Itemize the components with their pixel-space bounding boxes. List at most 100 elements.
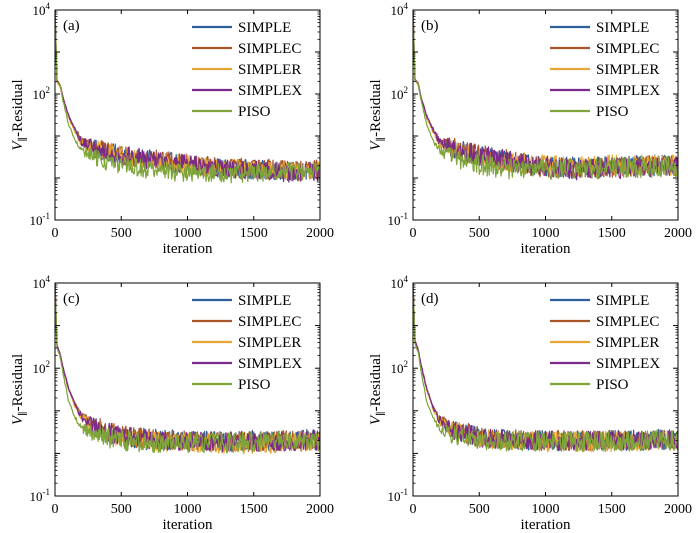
- y-tick-exponent: 4: [46, 1, 51, 11]
- y-tick-exponent: 4: [46, 274, 51, 284]
- legend-label-simple: SIMPLE: [238, 20, 291, 36]
- x-tick-label: 1000: [532, 502, 560, 517]
- legend-label-simplec: SIMPLEC: [596, 41, 659, 57]
- series-line-piso: [413, 283, 678, 452]
- legend-label-simpler: SIMPLER: [596, 62, 659, 78]
- y-tick-exponent: -1: [43, 487, 51, 497]
- y-label-main: V: [10, 140, 26, 151]
- legend-label-simple: SIMPLE: [238, 293, 291, 309]
- y-tick-base: 10: [30, 489, 43, 504]
- legend-label-simplex: SIMPLEX: [238, 356, 302, 372]
- legend-label-simpler: SIMPLER: [238, 335, 301, 351]
- y-label-subscript: ∥: [17, 411, 29, 416]
- y-label-rest: -Residual: [10, 354, 26, 412]
- legend-label-simplex: SIMPLEX: [238, 83, 302, 99]
- x-tick-label: 2000: [664, 502, 692, 517]
- legend-label-piso: PISO: [596, 104, 629, 120]
- legend-label-simpler: SIMPLER: [238, 62, 301, 78]
- x-tick-label: 1000: [174, 226, 202, 241]
- y-tick-exponent: 2: [46, 359, 51, 369]
- y-tick-label: 104: [391, 274, 409, 291]
- y-tick-exponent: -1: [401, 487, 409, 497]
- y-tick-base: 10: [391, 276, 404, 291]
- legend-label-piso: PISO: [238, 104, 271, 120]
- y-label-subscript: ∥: [375, 411, 387, 416]
- y-tick-exponent: 2: [404, 359, 409, 369]
- y-tick-base: 10: [33, 3, 46, 18]
- y-tick-base: 10: [388, 213, 401, 228]
- y-tick-exponent: 4: [404, 1, 409, 11]
- series-line-piso: [55, 10, 320, 184]
- legend-label-simple: SIMPLE: [596, 293, 649, 309]
- y-label-main: V: [368, 140, 384, 151]
- y-tick-exponent: 4: [404, 274, 409, 284]
- y-tick-base: 10: [30, 213, 43, 228]
- series-group: [55, 10, 320, 184]
- x-axis-label: iteration: [521, 517, 571, 533]
- y-axis-label: V∥-Residual: [368, 79, 387, 150]
- legend: SIMPLE SIMPLEC SIMPLER SIMPLEX PISO: [192, 293, 302, 393]
- y-tick-base: 10: [391, 3, 404, 18]
- y-tick-exponent: 2: [46, 85, 51, 95]
- y-label-rest: -Residual: [368, 79, 384, 137]
- legend: SIMPLE SIMPLEC SIMPLER SIMPLEX PISO: [550, 20, 660, 120]
- legend: SIMPLE SIMPLEC SIMPLER SIMPLEX PISO: [192, 20, 302, 120]
- y-tick-label: 10-1: [30, 487, 51, 504]
- y-label-rest: -Residual: [368, 354, 384, 412]
- legend-label-piso: PISO: [596, 377, 629, 393]
- y-axis-label: V∥-Residual: [10, 79, 29, 150]
- x-tick-label: 0: [410, 502, 417, 517]
- legend-label-simple: SIMPLE: [596, 20, 649, 36]
- series-group: [55, 283, 320, 455]
- series-line-simplex: [55, 10, 320, 183]
- y-axis-label: V∥-Residual: [368, 354, 387, 425]
- y-tick-label: 10-1: [388, 487, 409, 504]
- legend-label-simplex: SIMPLEX: [596, 356, 660, 372]
- y-tick-base: 10: [388, 489, 401, 504]
- legend-label-simplec: SIMPLEC: [596, 314, 659, 330]
- x-tick-label: 1000: [532, 226, 560, 241]
- y-tick-label: 104: [391, 1, 409, 18]
- series-group: [413, 10, 678, 181]
- y-tick-base: 10: [391, 361, 404, 376]
- x-tick-label: 2000: [664, 226, 692, 241]
- y-label-subscript: ∥: [375, 137, 387, 142]
- y-label-main: V: [368, 414, 384, 425]
- legend-label-simplec: SIMPLEC: [238, 314, 301, 330]
- y-tick-label: 102: [391, 85, 409, 102]
- x-tick-label: 0: [52, 226, 59, 241]
- x-tick-label: 1500: [240, 226, 268, 241]
- y-tick-base: 10: [33, 87, 46, 102]
- panel-label: (c): [63, 291, 80, 307]
- chart-panel: 0 500 1000 1500 200010-1102104iterationV∥-Re…: [10, 274, 334, 533]
- y-tick-exponent: -1: [43, 211, 51, 221]
- series-line-piso: [413, 10, 678, 180]
- x-tick-label: 500: [469, 502, 490, 517]
- x-tick-label: 1500: [240, 502, 268, 517]
- legend-label-simplec: SIMPLEC: [238, 41, 301, 57]
- y-tick-base: 10: [33, 276, 46, 291]
- y-tick-label: 102: [33, 85, 51, 102]
- y-tick-label: 10-1: [388, 211, 409, 228]
- x-axis-label: iteration: [163, 517, 213, 533]
- legend-label-piso: PISO: [238, 377, 271, 393]
- y-tick-label: 102: [391, 359, 409, 376]
- x-tick-label: 1500: [598, 502, 626, 517]
- y-tick-label: 104: [33, 1, 51, 18]
- x-tick-label: 0: [52, 502, 59, 517]
- y-tick-exponent: 2: [404, 85, 409, 95]
- panel-label: (b): [421, 18, 439, 34]
- series-line-piso: [55, 283, 320, 454]
- y-tick-label: 104: [33, 274, 51, 291]
- x-tick-label: 500: [111, 502, 132, 517]
- series-group: [413, 283, 678, 453]
- chart-panel: 0 500 1000 1500 200010-1102104iterationV∥-Re…: [368, 1, 692, 257]
- y-label-main: V: [10, 414, 26, 425]
- x-tick-label: 500: [469, 226, 490, 241]
- y-axis-label: V∥-Residual: [10, 354, 29, 425]
- x-tick-label: 1500: [598, 226, 626, 241]
- y-tick-label: 102: [33, 359, 51, 376]
- x-axis-label: iteration: [163, 241, 213, 257]
- x-tick-label: 500: [111, 226, 132, 241]
